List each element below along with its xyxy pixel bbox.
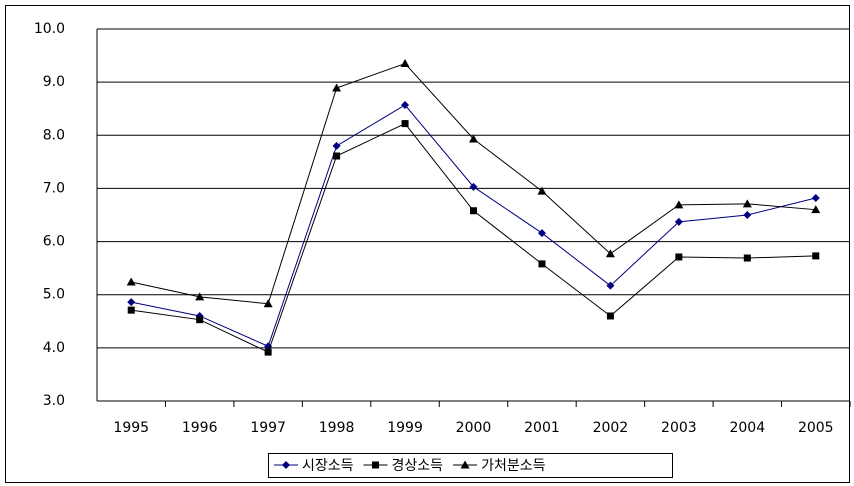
chart-border bbox=[5, 5, 850, 483]
marker bbox=[743, 211, 752, 219]
marker bbox=[196, 316, 204, 324]
x-tick-label: 1998 bbox=[319, 420, 355, 436]
marker bbox=[372, 461, 380, 469]
x-tick-label: 2002 bbox=[593, 420, 629, 436]
marker bbox=[400, 59, 410, 68]
marker bbox=[811, 205, 821, 214]
marker bbox=[675, 253, 683, 261]
y-tick-label: 9.0 bbox=[43, 74, 65, 90]
x-tick-label: 1995 bbox=[113, 420, 149, 436]
marker bbox=[605, 249, 615, 258]
marker bbox=[537, 186, 547, 195]
marker bbox=[470, 207, 477, 215]
legend-label: 시장소득 bbox=[302, 458, 354, 474]
y-tick-label: 10.0 bbox=[34, 21, 65, 37]
marker bbox=[537, 229, 546, 238]
marker bbox=[263, 299, 273, 308]
marker bbox=[674, 217, 683, 226]
marker bbox=[606, 281, 615, 290]
marker bbox=[195, 292, 205, 301]
y-tick-label: 5.0 bbox=[43, 287, 65, 303]
marker bbox=[401, 100, 410, 109]
marker bbox=[811, 193, 820, 202]
x-tick-label: 1997 bbox=[250, 420, 286, 436]
x-tick-label: 2005 bbox=[798, 420, 834, 436]
marker bbox=[743, 254, 751, 262]
marker bbox=[460, 460, 470, 469]
y-tick-label: 3.0 bbox=[43, 393, 65, 409]
x-tick-label: 2001 bbox=[524, 420, 560, 436]
x-tick-label: 2004 bbox=[729, 420, 765, 436]
marker bbox=[401, 120, 409, 128]
marker bbox=[332, 83, 342, 92]
marker bbox=[332, 141, 341, 150]
marker bbox=[127, 306, 135, 314]
y-tick-label: 8.0 bbox=[43, 127, 65, 143]
marker bbox=[282, 461, 290, 469]
series-line bbox=[131, 122, 816, 353]
marker bbox=[333, 152, 341, 160]
marker bbox=[812, 252, 820, 260]
y-tick-label: 4.0 bbox=[43, 340, 65, 356]
marker bbox=[674, 200, 684, 209]
x-tick-label: 2003 bbox=[661, 420, 697, 436]
marker bbox=[126, 277, 136, 286]
legend-label: 가처분소득 bbox=[481, 458, 546, 474]
marker bbox=[127, 298, 136, 307]
x-tick-label: 1996 bbox=[182, 420, 218, 436]
marker bbox=[538, 260, 546, 268]
marker bbox=[469, 134, 478, 143]
y-tick-label: 7.0 bbox=[43, 180, 65, 196]
y-tick-label: 6.0 bbox=[43, 234, 65, 250]
marker bbox=[264, 342, 273, 351]
marker bbox=[469, 182, 478, 191]
marker bbox=[264, 348, 272, 356]
marker bbox=[742, 199, 752, 208]
x-tick-label: 2000 bbox=[456, 420, 492, 436]
x-tick-label: 1999 bbox=[387, 420, 423, 436]
marker bbox=[606, 312, 614, 320]
legend-label: 경상소득 bbox=[392, 458, 444, 474]
